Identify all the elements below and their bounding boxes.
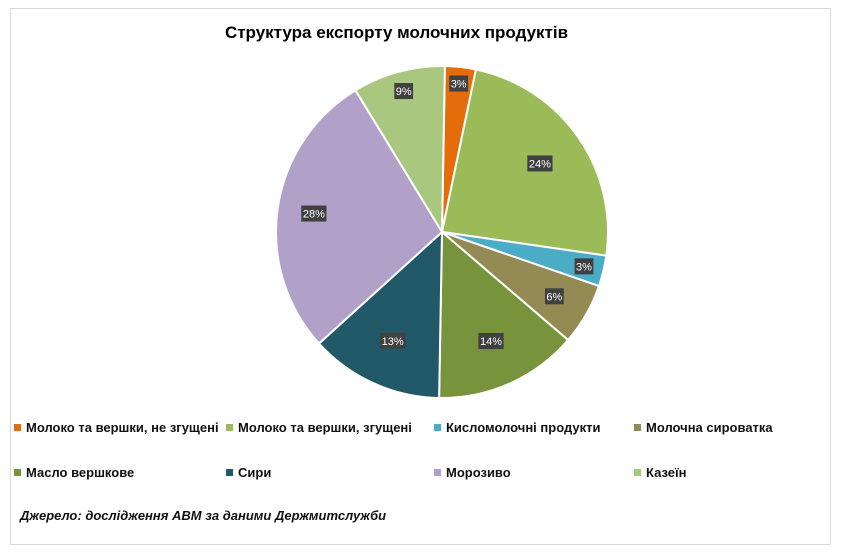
pie-slice (317, 229, 444, 399)
data-label: 6% (546, 291, 562, 303)
legend-swatch (434, 424, 441, 431)
legend-item: Молочна сироватка (634, 420, 773, 435)
data-label-background (544, 288, 564, 305)
data-label: 24% (529, 158, 551, 170)
legend-item: Кисломолочні продукти (434, 420, 600, 435)
legend-label: Морозиво (446, 465, 511, 480)
legend-label: Масло вершкове (26, 465, 135, 480)
chart-title: Структура експорту молочних продуктів (224, 23, 569, 42)
source-note: Джерело: дослідження АВМ за даними Держм… (20, 508, 387, 523)
legend-label: Молоко та вершки, не згущені (26, 420, 219, 435)
pie-slice (438, 229, 570, 399)
data-label: 14% (480, 336, 502, 348)
legend-swatch (226, 469, 233, 476)
legend-item: Морозиво (434, 465, 511, 480)
legend-swatch (434, 469, 441, 476)
legend-item: Масло вершкове (14, 465, 134, 480)
legend-swatch (14, 469, 21, 476)
legend-label: Сири (238, 465, 272, 480)
legend-swatch (634, 424, 641, 431)
data-label-background (574, 258, 594, 275)
data-label: 28% (303, 209, 325, 221)
legend-item: Молоко та вершки, згущені (226, 420, 412, 435)
legend-item: Сири (226, 465, 271, 480)
data-label: 3% (451, 79, 467, 91)
data-label: 3% (576, 261, 592, 273)
data-label: 9% (396, 86, 412, 98)
legend-swatch (14, 424, 21, 431)
data-label-background (449, 75, 469, 92)
pie-slice (440, 68, 609, 257)
legend-label: Молоко та вершки, згущені (238, 420, 412, 435)
legend-label: Казеїн (646, 465, 687, 480)
legend: Молоко та вершки, не згущені Молоко та ве… (14, 408, 814, 488)
data-label-background (527, 155, 553, 172)
data-label-background (380, 332, 406, 349)
legend-label: Кисломолочні продукти (446, 420, 601, 435)
data-label-background (478, 333, 504, 350)
legend-swatch (226, 424, 233, 431)
legend-item: Молоко та вершки, не згущені (14, 420, 219, 435)
legend-label: Молочна сироватка (646, 420, 773, 435)
legend-swatch (634, 469, 641, 476)
data-label: 13% (382, 336, 404, 348)
pie-slice (275, 88, 444, 345)
data-label-background (301, 205, 327, 222)
legend-item: Казеїн (634, 465, 687, 480)
pie-slice (354, 65, 446, 236)
data-label-background (394, 83, 414, 100)
